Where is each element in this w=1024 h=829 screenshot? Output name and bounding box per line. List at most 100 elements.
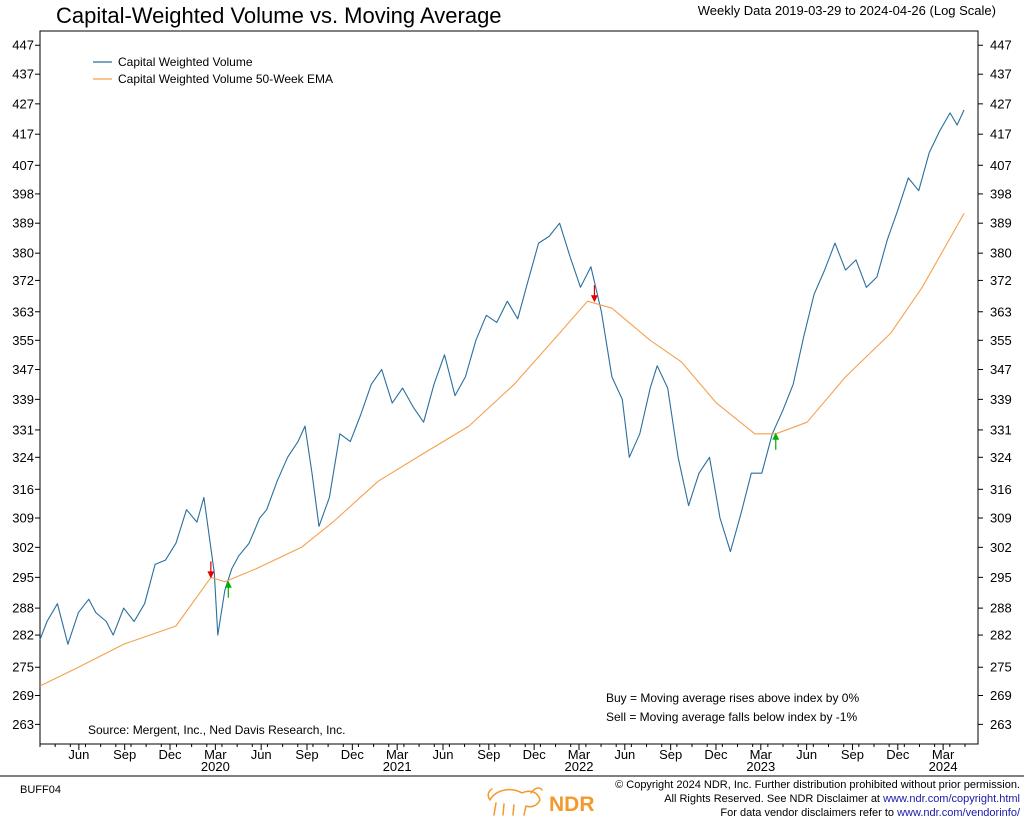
x-tick-label: Dec: [523, 747, 547, 762]
y-tick-label-right: 380: [990, 246, 1012, 261]
plot-frame: [39, 30, 979, 745]
y-tick-label-right: 269: [990, 688, 1012, 703]
copyright-link[interactable]: www.ndr.com/copyright.html: [882, 793, 1020, 805]
x-tick-label: Sep: [841, 747, 864, 762]
y-tick-label-left: 398: [12, 186, 34, 201]
x-year-label: 2021: [383, 759, 412, 774]
y-tick-label-right: 355: [990, 333, 1012, 348]
volume-series-line: [39, 109, 965, 645]
y-tick-label-right: 309: [990, 510, 1012, 525]
y-tick-label-left: 282: [12, 628, 34, 643]
legend-label-volume: Capital Weighted Volume: [118, 55, 253, 69]
y-tick-label-left: 437: [12, 67, 34, 82]
sell-signal-arrow: [590, 295, 598, 303]
signal-layer: [207, 285, 780, 598]
x-tick-label: Dec: [341, 747, 365, 762]
x-tick-label: Dec: [704, 747, 728, 762]
x-tick-label: Jun: [68, 747, 89, 762]
buy-signal-arrow: [772, 432, 780, 440]
y-tick-label-right: 331: [990, 422, 1012, 437]
x-tick-label: Mar: [932, 747, 955, 762]
y-tick-label-left: 447: [12, 38, 34, 53]
y-tick-label-right: 275: [990, 660, 1012, 675]
y-tick-label-right: 339: [990, 392, 1012, 407]
y-tick-label-right: 302: [990, 540, 1012, 555]
y-tick-label-right: 447: [990, 38, 1012, 53]
y-tick-label-left: 316: [12, 482, 34, 497]
vendor-text: For data vendor disclaimers refer to www…: [720, 807, 1021, 819]
x-tick-label: Dec: [158, 747, 182, 762]
x-tick-label: Sep: [113, 747, 136, 762]
y-tick-label-left: 275: [12, 660, 34, 675]
x-year-label: 2023: [746, 759, 775, 774]
chart-subtitle: Weekly Data 2019-03-29 to 2024-04-26 (Lo…: [698, 3, 996, 18]
y-tick-label-left: 269: [12, 688, 34, 703]
y-tick-label-right: 295: [990, 570, 1012, 585]
y-tick-label-right: 407: [990, 158, 1012, 173]
y-tick-label-left: 331: [12, 422, 34, 437]
y-tick-label-left: 372: [12, 273, 34, 288]
y-tick-label-right: 389: [990, 216, 1012, 231]
y-tick-label-right: 282: [990, 628, 1012, 643]
y-tick-label-right: 398: [990, 186, 1012, 201]
rights-prefix: All Rights Reserved. See NDR Disclaimer …: [664, 793, 883, 805]
y-tick-label-right: 263: [990, 717, 1012, 732]
y-tick-label-left: 324: [12, 450, 34, 465]
x-tick-label: Jun: [796, 747, 817, 762]
ema-series-line: [39, 213, 965, 687]
chart-title: Capital-Weighted Volume vs. Moving Avera…: [56, 3, 502, 28]
x-tick-label: Dec: [886, 747, 910, 762]
x-tick-label: Jun: [433, 747, 454, 762]
y-tick-label-left: 407: [12, 158, 34, 173]
buy-rule-text: Buy = Moving average rises above index b…: [606, 691, 859, 705]
y-tick-label-left: 288: [12, 601, 34, 616]
y-tick-label-right: 427: [990, 96, 1012, 111]
x-year-label: 2024: [929, 759, 958, 774]
copyright-text: © Copyright 2024 NDR, Inc. Further distr…: [615, 779, 1020, 791]
x-tick-label: Sep: [659, 747, 682, 762]
y-tick-label-right: 372: [990, 273, 1012, 288]
x-tick-label: Jun: [251, 747, 272, 762]
y-tick-label-right: 316: [990, 482, 1012, 497]
sell-signal-arrow: [207, 571, 215, 579]
y-tick-label-left: 355: [12, 333, 34, 348]
y-tick-label-right: 288: [990, 601, 1012, 616]
y-tick-label-left: 380: [12, 246, 34, 261]
y-tick-label-left: 389: [12, 216, 34, 231]
y-tick-label-left: 309: [12, 510, 34, 525]
x-year-label: 2022: [565, 759, 594, 774]
y-axis: 263 263 269 269 275 275 282 282 288 288 295 295 302 3…: [12, 38, 1011, 732]
rights-text: All Rights Reserved. See NDR Disclaimer …: [664, 793, 1020, 805]
y-tick-label-right: 347: [990, 362, 1012, 377]
vendor-prefix: For data vendor disclaimers refer to: [720, 807, 897, 819]
ndr-logo: NDR: [487, 787, 595, 816]
bull-icon: [487, 787, 543, 816]
y-tick-label-left: 339: [12, 392, 34, 407]
logo-text: NDR: [549, 793, 595, 816]
series-layer: [39, 109, 965, 687]
y-tick-label-left: 427: [12, 96, 34, 111]
x-tick-label: Mar: [568, 747, 591, 762]
x-tick-label: Sep: [295, 747, 318, 762]
y-tick-label-right: 324: [990, 450, 1012, 465]
y-tick-label-right: 363: [990, 304, 1012, 319]
x-year-label: 2020: [201, 759, 230, 774]
y-tick-label-left: 363: [12, 304, 34, 319]
buy-signal-arrow: [224, 580, 232, 588]
y-tick-label-left: 347: [12, 362, 34, 377]
legend: Capital Weighted Volume Capital Weighted…: [93, 55, 333, 86]
x-tick-label: Jun: [614, 747, 635, 762]
legend-label-ema: Capital Weighted Volume 50-Week EMA: [118, 72, 333, 86]
x-tick-label: Mar: [204, 747, 227, 762]
x-tick-label: Mar: [750, 747, 773, 762]
y-tick-label-left: 263: [12, 717, 34, 732]
x-tick-label: Sep: [477, 747, 500, 762]
y-tick-label-left: 417: [12, 127, 34, 142]
y-tick-label-left: 302: [12, 540, 34, 555]
vendor-link[interactable]: www.ndr.com/vendorinfo/: [896, 807, 1021, 819]
y-tick-label-left: 295: [12, 570, 34, 585]
x-axis: Jun Sep Dec Mar Jun Sep Dec Mar Jun Sep Dec Mar Jun S…: [39, 744, 966, 774]
y-tick-label-right: 417: [990, 127, 1012, 142]
x-tick-label: Mar: [386, 747, 409, 762]
